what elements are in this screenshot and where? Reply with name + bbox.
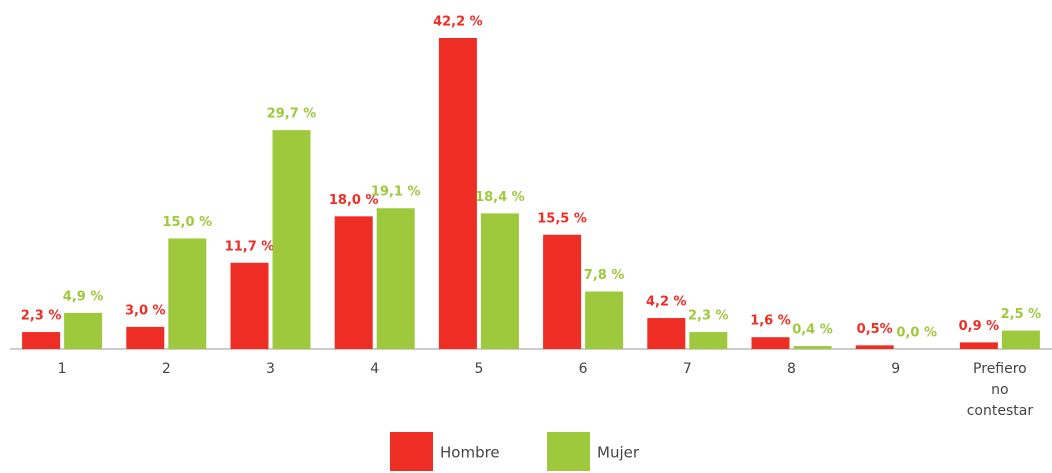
bar [1001,330,1040,349]
value-label: 19,1 % [371,185,421,200]
bar [168,238,207,349]
x-tick-label: 6 [579,361,588,377]
bar [22,332,61,349]
legend-swatch [547,432,590,471]
value-label: 0,4 % [792,323,833,338]
bar [855,345,894,349]
bar [751,337,790,349]
value-label: 4,2 % [646,295,687,310]
value-label: 18,4 % [475,190,525,205]
bar [126,326,165,349]
value-label: 3,0 % [125,303,166,318]
value-label: 2,3 % [21,309,62,324]
x-tick-label: 5 [474,361,483,377]
value-label: 2,3 % [688,309,729,324]
legend-label: Hombre [440,444,500,462]
value-label: 4,9 % [63,289,104,304]
value-label: 42,2 % [433,15,483,30]
x-tick-label: 9 [891,361,900,377]
value-label: 18,0 % [329,193,379,208]
x-tick-label: 1 [58,361,67,377]
legend-swatch [390,432,433,471]
value-label: 0,5% [857,322,893,337]
bar [647,318,686,349]
bar [64,312,103,349]
x-tick-label: Prefiero no contestar [967,361,1034,419]
value-label: 11,7 % [225,239,275,254]
value-label: 15,5 % [537,211,587,226]
x-tick-label: 4 [370,361,379,377]
bar [272,130,311,349]
value-label: 2,5 % [1001,307,1042,322]
value-label: 1,6 % [750,314,791,329]
value-label: 15,0 % [162,215,212,230]
x-tick-label: 7 [683,361,692,377]
bar [959,342,998,349]
bar [334,216,373,349]
bar [230,262,269,349]
value-label: 7,8 % [584,268,625,283]
bar [689,332,728,349]
legend-label: Mujer [597,444,640,462]
x-tick-label: 8 [787,361,796,377]
bar [793,346,832,349]
value-label: 0,9 % [959,319,1000,334]
value-label: 0,0 % [896,326,937,341]
bar [543,234,582,349]
bar [480,213,519,349]
bar [585,291,624,349]
bar [438,38,477,349]
x-tick-label: 3 [266,361,275,377]
bar [376,208,415,349]
value-label: 29,7 % [267,107,317,122]
x-tick-label: 2 [162,361,171,377]
